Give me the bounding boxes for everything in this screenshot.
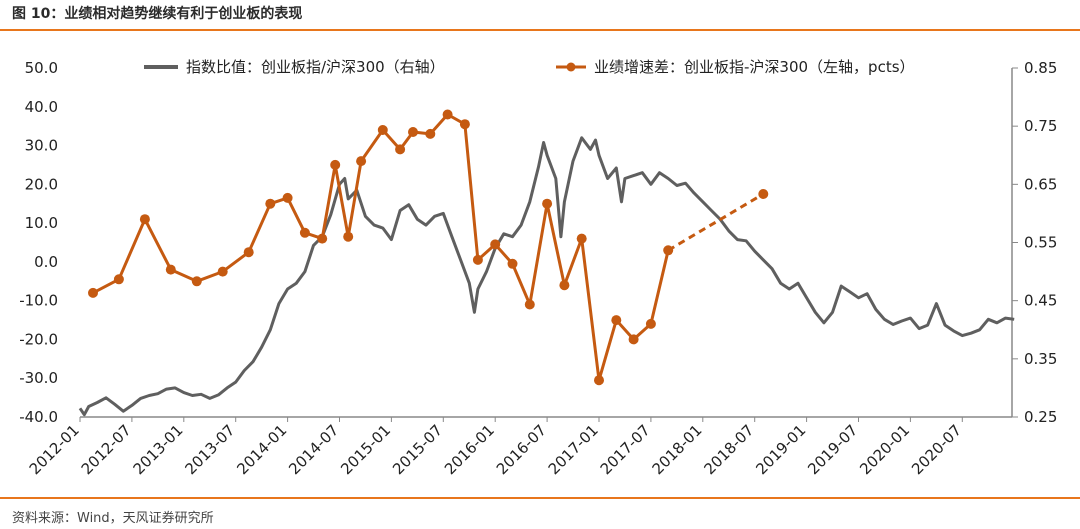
left-tick-label: 20.0 bbox=[25, 175, 58, 193]
growth-diff-point bbox=[542, 198, 553, 209]
legend: 指数比值：创业板指/沪深300（右轴） 业绩增速差：创业板指-沪深300（左轴，… bbox=[144, 58, 915, 76]
x-tick-label: 2013-01 bbox=[130, 421, 187, 478]
x-tick-label: 2019-01 bbox=[752, 421, 809, 478]
left-tick-label: -20.0 bbox=[19, 330, 58, 348]
right-tick-label: 0.45 bbox=[1024, 292, 1057, 310]
x-tick-label: 2015-07 bbox=[389, 421, 446, 478]
right-tick-label: 0.65 bbox=[1024, 175, 1057, 193]
x-tick-label: 2014-07 bbox=[285, 421, 342, 478]
growth-diff-point bbox=[113, 274, 124, 285]
growth-diff-point bbox=[459, 119, 470, 130]
growth-diff-line bbox=[92, 113, 670, 382]
growth-diff-point bbox=[758, 189, 769, 199]
figure-title: 图 10：业绩相对趋势继续有利于创业板的表现 bbox=[12, 6, 303, 22]
left-tick-label: 40.0 bbox=[25, 98, 58, 116]
growth-diff-point bbox=[265, 198, 276, 209]
growth-diff-point bbox=[559, 280, 570, 291]
x-tick-label: 2020-01 bbox=[856, 421, 913, 478]
growth-diff-point bbox=[395, 144, 406, 155]
left-tick-label: 0.0 bbox=[34, 253, 58, 271]
growth-diff-point bbox=[442, 109, 453, 120]
x-tick-label: 2020-07 bbox=[908, 421, 965, 478]
x-tick-label: 2013-07 bbox=[181, 421, 238, 478]
growth-diff-point bbox=[611, 315, 622, 326]
left-tick-label: -10.0 bbox=[19, 292, 58, 310]
right-tick-label: 0.55 bbox=[1024, 234, 1057, 252]
growth-diff-point bbox=[472, 254, 483, 265]
x-tick-label: 2017-07 bbox=[597, 421, 654, 478]
left-tick-label: 10.0 bbox=[25, 214, 58, 232]
x-tick-label: 2016-07 bbox=[493, 421, 550, 478]
x-tick-label: 2016-01 bbox=[441, 421, 498, 478]
growth-diff-point bbox=[217, 266, 228, 277]
growth-diff-point bbox=[645, 318, 656, 329]
left-tick-label: -40.0 bbox=[19, 408, 58, 426]
growth-diff-point bbox=[507, 258, 518, 269]
growth-diff-point bbox=[663, 245, 674, 256]
legend-orange-label: 业绩增速差：创业板指-沪深300（左轴，pcts） bbox=[594, 58, 915, 76]
x-tick-label: 2018-01 bbox=[649, 421, 706, 478]
growth-diff-point bbox=[243, 247, 254, 258]
right-tick-label: 0.35 bbox=[1024, 350, 1057, 368]
growth-diff-point bbox=[299, 227, 310, 238]
x-tick-label: 2018-07 bbox=[700, 421, 757, 478]
growth-diff-forecast-line bbox=[667, 192, 765, 252]
growth-diff-point bbox=[139, 214, 150, 225]
left-axis: 50.0 40.0 30.0 20.0 10.0 0.0 -10.0 -20.0 -30.0 -4… bbox=[19, 59, 58, 426]
growth-diff-point bbox=[330, 159, 341, 170]
growth-diff-point bbox=[425, 128, 436, 139]
growth-diff-point bbox=[356, 156, 367, 167]
legend-orange-marker bbox=[566, 62, 576, 72]
growth-diff-point bbox=[191, 276, 202, 287]
growth-diff-point bbox=[524, 299, 535, 310]
x-tick-label: 2012-01 bbox=[26, 421, 83, 478]
top-rule bbox=[0, 29, 1080, 31]
growth-diff-point bbox=[377, 125, 388, 135]
ratio-line bbox=[78, 136, 1015, 417]
right-tick-label: 0.25 bbox=[1024, 408, 1057, 426]
growth-diff-point bbox=[343, 231, 354, 242]
left-tick-label: -30.0 bbox=[19, 369, 58, 387]
x-axis: 2012-012012-072013-012013-072014-012014-… bbox=[26, 416, 1012, 478]
right-axis: 0.85 0.75 0.65 0.55 0.45 0.35 0.25 bbox=[1011, 59, 1057, 426]
growth-diff-point bbox=[165, 264, 176, 275]
left-tick-label: 30.0 bbox=[25, 137, 58, 155]
growth-diff-point bbox=[282, 192, 293, 203]
x-tick-label: 2017-01 bbox=[545, 421, 602, 478]
x-tick-label: 2014-01 bbox=[233, 421, 290, 478]
chart: 50.0 40.0 30.0 20.0 10.0 0.0 -10.0 -20.0 -30.0 -4… bbox=[19, 58, 1057, 478]
growth-diff-point bbox=[628, 334, 639, 345]
growth-diff-point bbox=[317, 233, 328, 244]
x-tick-label: 2019-07 bbox=[804, 421, 861, 478]
x-tick-label: 2012-07 bbox=[78, 421, 135, 478]
source-note: 资料来源：Wind，天风证券研究所 bbox=[12, 511, 214, 526]
series-layer bbox=[78, 109, 1015, 417]
x-tick-label: 2015-01 bbox=[337, 421, 394, 478]
growth-diff-point bbox=[594, 375, 604, 386]
bottom-rule bbox=[0, 497, 1080, 499]
growth-diff-point bbox=[88, 287, 98, 298]
left-tick-label: 50.0 bbox=[25, 59, 58, 77]
growth-diff-point bbox=[490, 239, 501, 250]
growth-diff-point bbox=[408, 127, 418, 137]
legend-gray-label: 指数比值：创业板指/沪深300（右轴） bbox=[186, 58, 445, 76]
right-tick-label: 0.85 bbox=[1024, 59, 1057, 77]
growth-diff-point bbox=[576, 233, 587, 244]
right-tick-label: 0.75 bbox=[1024, 117, 1057, 135]
